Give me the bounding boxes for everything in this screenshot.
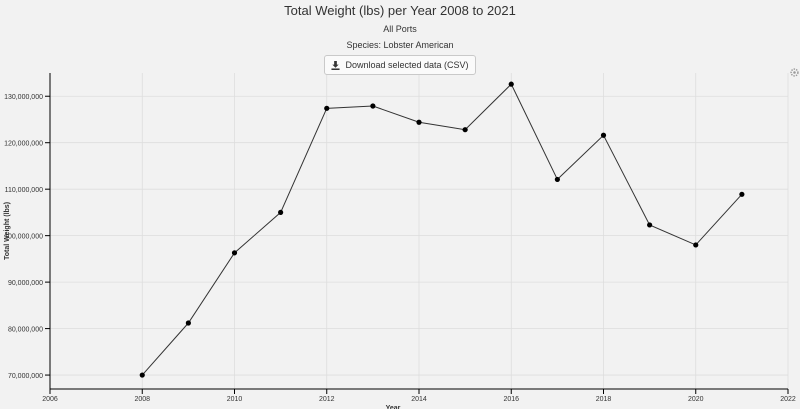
y-tick-label: 90,000,000 (8, 280, 43, 287)
data-point (231, 250, 238, 256)
chart-header: Total Weight (lbs) per Year 2008 to 2021… (0, 0, 800, 75)
data-point (693, 242, 699, 248)
y-tick-label: 70,000,000 (8, 373, 43, 380)
x-tick-label: 2006 (42, 396, 58, 403)
data-point (370, 103, 376, 109)
data-point (508, 81, 514, 87)
x-tick-label: 2020 (688, 396, 704, 403)
data-point (278, 209, 284, 216)
download-icon (331, 60, 341, 70)
chart-title: Total Weight (lbs) per Year 2008 to 2021 (284, 3, 516, 18)
series-line (141, 83, 743, 376)
data-point (416, 119, 422, 125)
y-tick-label: 80,000,000 (8, 327, 43, 334)
data-point (554, 176, 560, 183)
data-point (185, 320, 191, 326)
x-tick-label: 2010 (227, 396, 243, 403)
x-tick-label: 2016 (503, 396, 519, 403)
x-tick-label: 2014 (411, 396, 427, 403)
data-point (139, 372, 145, 378)
x-tick-label: 2012 (319, 396, 335, 403)
x-tick-label: 2022 (780, 396, 796, 403)
data-point (739, 191, 745, 197)
ports-subtitle: All Ports (383, 24, 417, 34)
download-button-label: Download selected data (CSV) (345, 60, 469, 70)
data-point (462, 127, 468, 133)
y-tick-label: 130,000,000 (4, 94, 43, 101)
y-tick-label: 120,000,000 (4, 141, 43, 148)
data-point (647, 222, 653, 228)
data-point (324, 105, 330, 111)
y-tick-label: 110,000,000 (5, 187, 44, 194)
x-tick-label: 2008 (134, 396, 150, 403)
y-axis-label: Total Weight (lbs) (4, 202, 11, 260)
species-subtitle: Species: Lobster American (346, 40, 454, 50)
x-axis-label: Year (386, 405, 401, 409)
x-tick-label: 2018 (596, 396, 612, 403)
gear-icon[interactable] (790, 68, 799, 77)
y-tick-label: 100,000,000 (4, 234, 43, 241)
data-point (600, 132, 607, 138)
download-csv-button[interactable]: Download selected data (CSV) (324, 55, 476, 75)
